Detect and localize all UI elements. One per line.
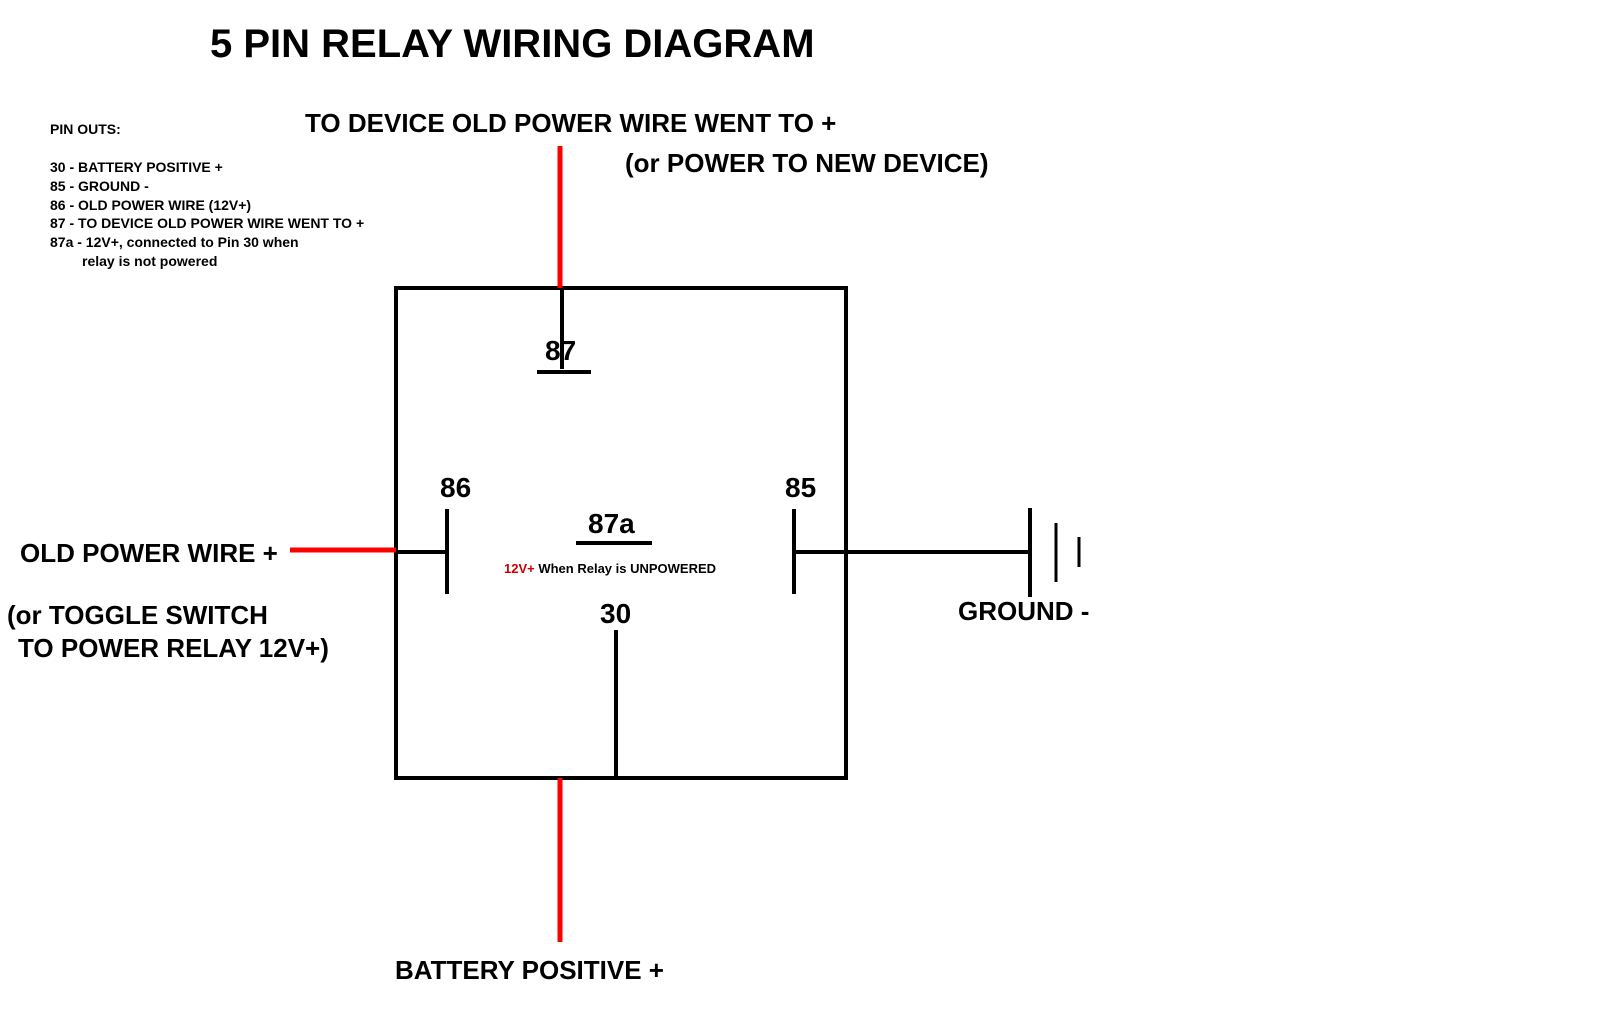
pin30-label: 30: [600, 598, 631, 629]
pin85-label: 85: [785, 472, 816, 503]
pin87a-label: 87a: [588, 508, 635, 539]
pin87a-note: 12V+ When Relay is UNPOWERED: [504, 561, 716, 576]
pin87a-note-black: When Relay is UNPOWERED: [538, 561, 716, 576]
pin87a-note-red: 12V+: [504, 561, 538, 576]
wiring-diagram-svg: 87 86 85 87a 30 12V+ When Relay is UNPOW…: [0, 0, 1600, 1024]
pin87-label: 87: [545, 335, 576, 366]
pin86-label: 86: [440, 472, 471, 503]
